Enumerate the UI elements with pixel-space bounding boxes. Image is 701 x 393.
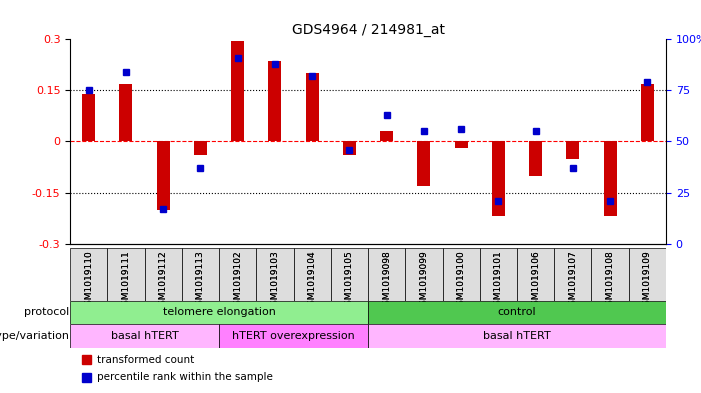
Text: GSM1019111: GSM1019111 — [121, 250, 130, 311]
Text: GSM1019100: GSM1019100 — [456, 250, 465, 311]
Text: GSM1019107: GSM1019107 — [569, 250, 578, 311]
FancyBboxPatch shape — [517, 248, 554, 301]
Text: GSM1019113: GSM1019113 — [196, 250, 205, 311]
Bar — [82, 94, 95, 141]
FancyBboxPatch shape — [219, 324, 368, 348]
Text: GSM1019105: GSM1019105 — [345, 250, 354, 311]
Bar — [306, 73, 319, 141]
FancyBboxPatch shape — [368, 301, 666, 324]
Bar — [566, 141, 579, 158]
Text: GSM1019103: GSM1019103 — [271, 250, 280, 311]
FancyBboxPatch shape — [144, 248, 182, 301]
FancyBboxPatch shape — [182, 248, 219, 301]
Text: basal hTERT: basal hTERT — [111, 331, 179, 341]
Text: protocol: protocol — [24, 307, 69, 318]
Bar — [417, 141, 430, 186]
Text: GSM1019103: GSM1019103 — [271, 250, 280, 311]
Text: basal hTERT: basal hTERT — [483, 331, 551, 341]
FancyBboxPatch shape — [629, 248, 666, 301]
Bar — [231, 41, 244, 141]
Bar — [268, 61, 281, 141]
FancyBboxPatch shape — [554, 248, 592, 301]
Text: GSM1019110: GSM1019110 — [84, 250, 93, 311]
Text: GSM1019110: GSM1019110 — [84, 250, 93, 311]
Text: percentile rank within the sample: percentile rank within the sample — [97, 372, 273, 382]
FancyBboxPatch shape — [219, 248, 257, 301]
Text: GSM1019100: GSM1019100 — [456, 250, 465, 311]
Text: GSM1019105: GSM1019105 — [345, 250, 354, 311]
FancyBboxPatch shape — [70, 324, 219, 348]
FancyBboxPatch shape — [294, 248, 331, 301]
Bar — [529, 141, 542, 176]
Text: GSM1019112: GSM1019112 — [158, 250, 168, 311]
FancyBboxPatch shape — [405, 248, 442, 301]
Text: hTERT overexpression: hTERT overexpression — [232, 331, 355, 341]
Bar — [343, 141, 356, 155]
Text: GSM1019104: GSM1019104 — [308, 250, 317, 311]
Bar — [82, 373, 91, 382]
Text: GSM1019098: GSM1019098 — [382, 250, 391, 311]
FancyBboxPatch shape — [368, 248, 405, 301]
Text: GSM1019109: GSM1019109 — [643, 250, 652, 311]
Text: GSM1019108: GSM1019108 — [606, 250, 615, 311]
FancyBboxPatch shape — [107, 248, 144, 301]
Text: GSM1019099: GSM1019099 — [419, 250, 428, 311]
Text: GSM1019113: GSM1019113 — [196, 250, 205, 311]
FancyBboxPatch shape — [70, 301, 368, 324]
Bar — [604, 141, 617, 217]
Text: control: control — [498, 307, 536, 318]
FancyBboxPatch shape — [479, 248, 517, 301]
Bar — [492, 141, 505, 217]
Text: GSM1019112: GSM1019112 — [158, 250, 168, 311]
Title: GDS4964 / 214981_at: GDS4964 / 214981_at — [292, 23, 444, 37]
Text: GSM1019102: GSM1019102 — [233, 250, 242, 311]
Text: GSM1019104: GSM1019104 — [308, 250, 317, 311]
Text: GSM1019111: GSM1019111 — [121, 250, 130, 311]
FancyBboxPatch shape — [257, 248, 294, 301]
Bar — [82, 355, 91, 364]
Text: GSM1019102: GSM1019102 — [233, 250, 242, 311]
FancyBboxPatch shape — [592, 248, 629, 301]
Text: genotype/variation: genotype/variation — [0, 331, 69, 341]
Text: GSM1019106: GSM1019106 — [531, 250, 540, 311]
Text: GSM1019101: GSM1019101 — [494, 250, 503, 311]
Text: GSM1019098: GSM1019098 — [382, 250, 391, 311]
FancyBboxPatch shape — [70, 248, 107, 301]
Bar — [641, 84, 654, 141]
FancyBboxPatch shape — [368, 324, 666, 348]
Text: GSM1019106: GSM1019106 — [531, 250, 540, 311]
Text: GSM1019108: GSM1019108 — [606, 250, 615, 311]
Text: GSM1019107: GSM1019107 — [569, 250, 578, 311]
Bar — [157, 141, 170, 209]
Text: telomere elongation: telomere elongation — [163, 307, 275, 318]
Text: GSM1019109: GSM1019109 — [643, 250, 652, 311]
Text: GSM1019101: GSM1019101 — [494, 250, 503, 311]
Bar — [380, 131, 393, 141]
Bar — [119, 84, 132, 141]
Bar — [455, 141, 468, 148]
Text: transformed count: transformed count — [97, 354, 194, 365]
Bar — [194, 141, 207, 155]
FancyBboxPatch shape — [331, 248, 368, 301]
FancyBboxPatch shape — [442, 248, 479, 301]
Text: GSM1019099: GSM1019099 — [419, 250, 428, 311]
